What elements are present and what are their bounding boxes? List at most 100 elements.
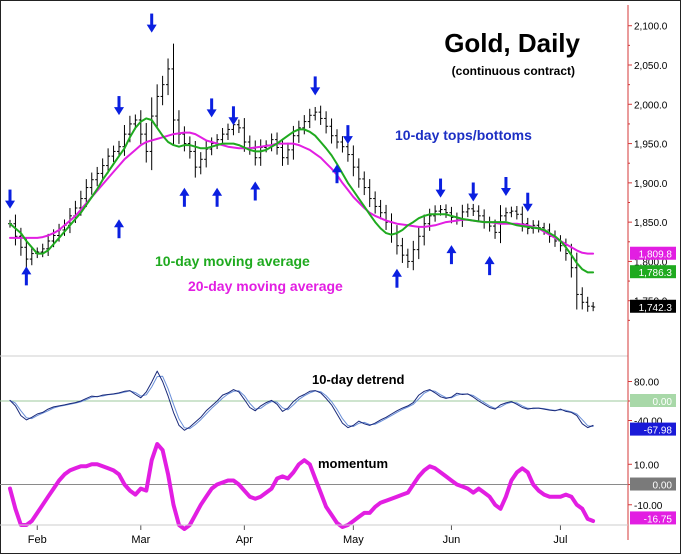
detrend-tick-label: -40.00 bbox=[634, 417, 663, 428]
arrow-head bbox=[391, 268, 402, 277]
price-bar bbox=[340, 136, 345, 153]
x-tick-label: Feb bbox=[28, 534, 47, 546]
price-bar bbox=[509, 206, 514, 218]
arrow-shaft bbox=[449, 252, 453, 265]
price-bar bbox=[356, 158, 361, 188]
arrow-shaft bbox=[231, 106, 235, 119]
momentum-value-badge: 0.00 bbox=[630, 477, 676, 492]
arrow-head bbox=[310, 87, 321, 96]
price-bar bbox=[182, 126, 187, 152]
arrow-shaft bbox=[471, 182, 475, 195]
arrow-head bbox=[206, 109, 217, 118]
price-bar bbox=[378, 199, 383, 220]
price-bar bbox=[351, 145, 356, 177]
price-bar bbox=[329, 118, 334, 144]
chart-title: Gold, Daily bbox=[444, 28, 580, 58]
price-bar bbox=[427, 208, 432, 231]
arrow-shaft bbox=[215, 194, 219, 207]
price-bar bbox=[585, 296, 590, 312]
price-value-badge-box bbox=[630, 299, 676, 313]
detrend-series-line bbox=[9, 370, 594, 431]
momentum-series-line bbox=[8, 442, 596, 531]
arrow-shaft bbox=[210, 98, 214, 111]
price-bar bbox=[296, 120, 301, 143]
price-bar bbox=[367, 179, 372, 208]
x-tick-label: May bbox=[343, 534, 364, 546]
down-arrow-top bbox=[435, 178, 446, 198]
momentum-value-badge: -16.75 bbox=[630, 511, 676, 525]
down-arrow-top bbox=[342, 125, 353, 145]
down-arrow-top bbox=[228, 106, 239, 126]
price-tick-label: 2,050.0 bbox=[634, 61, 668, 72]
arrow-shaft bbox=[488, 263, 492, 276]
price-bar bbox=[384, 204, 389, 230]
down-arrow-top bbox=[468, 182, 479, 202]
price-bar bbox=[302, 115, 307, 135]
price-bar bbox=[122, 125, 127, 156]
price-bar bbox=[187, 136, 192, 159]
price-bar bbox=[362, 171, 367, 196]
price-bar bbox=[242, 118, 247, 152]
price-bar bbox=[411, 240, 416, 271]
momentum-tick-label: -10.00 bbox=[634, 501, 663, 512]
arrow-head bbox=[114, 219, 124, 228]
down-arrow-top bbox=[522, 192, 533, 212]
price-bar bbox=[471, 203, 476, 216]
arrow-head bbox=[500, 188, 511, 196]
price-value-badge: 1,742.3 bbox=[630, 299, 676, 314]
price-bar bbox=[171, 43, 176, 146]
price-bar bbox=[226, 123, 230, 140]
price-value-badge: 1,786.3 bbox=[630, 265, 676, 279]
arrow-head bbox=[114, 107, 124, 116]
down-arrow-top bbox=[206, 98, 217, 118]
up-arrow-bottom bbox=[114, 219, 124, 239]
annotation-ma20: 20-day moving average bbox=[188, 278, 343, 294]
arrow-shaft bbox=[117, 96, 121, 109]
arrow-head bbox=[228, 117, 239, 126]
up-arrow-bottom bbox=[212, 187, 223, 207]
detrend-label: 10-day detrend bbox=[312, 372, 405, 387]
price-bar bbox=[166, 58, 171, 96]
price-bar bbox=[138, 110, 143, 144]
arrow-head bbox=[468, 193, 479, 202]
arrow-head bbox=[484, 256, 495, 265]
price-tick-label: 1,850.0 bbox=[634, 218, 668, 229]
price-bar bbox=[318, 105, 323, 125]
arrow-shaft bbox=[346, 125, 350, 138]
arrow-shaft bbox=[117, 226, 121, 239]
detrend-value-badge-box bbox=[630, 422, 676, 436]
price-bar bbox=[40, 243, 45, 258]
price-bar bbox=[198, 152, 203, 175]
arrow-shaft bbox=[335, 171, 339, 184]
x-tick-label: Mar bbox=[131, 534, 150, 546]
price-tick-label: 1,900.0 bbox=[634, 179, 668, 190]
price-bar bbox=[335, 129, 339, 149]
arrow-head bbox=[179, 187, 190, 196]
arrow-shaft bbox=[395, 275, 399, 288]
down-arrow-top bbox=[310, 76, 321, 96]
arrow-head bbox=[332, 164, 342, 173]
price-bar bbox=[106, 148, 111, 174]
x-tick-label: Apr bbox=[236, 534, 253, 546]
price-bar bbox=[13, 214, 18, 246]
arrow-head bbox=[250, 181, 261, 190]
price-tick-label: 2,000.0 bbox=[634, 100, 668, 111]
price-value-badge-box bbox=[630, 265, 676, 279]
price-tick-label: 2,100.0 bbox=[634, 22, 668, 33]
down-arrow-top bbox=[146, 13, 157, 33]
price-bar bbox=[465, 203, 470, 218]
price-tick-label: 1,950.0 bbox=[634, 140, 668, 151]
up-arrow-bottom bbox=[250, 181, 261, 201]
arrow-head bbox=[342, 136, 353, 145]
annotation-ma10: 10-day moving average bbox=[155, 253, 310, 269]
price-bar bbox=[405, 248, 410, 268]
price-bar bbox=[111, 145, 116, 162]
arrow-shaft bbox=[182, 194, 186, 207]
ma10-series-line bbox=[9, 117, 595, 274]
price-bar bbox=[476, 205, 481, 222]
arrow-head bbox=[522, 203, 533, 212]
price-bar bbox=[155, 84, 160, 129]
price-bar bbox=[580, 287, 585, 310]
price-bar bbox=[400, 237, 405, 263]
